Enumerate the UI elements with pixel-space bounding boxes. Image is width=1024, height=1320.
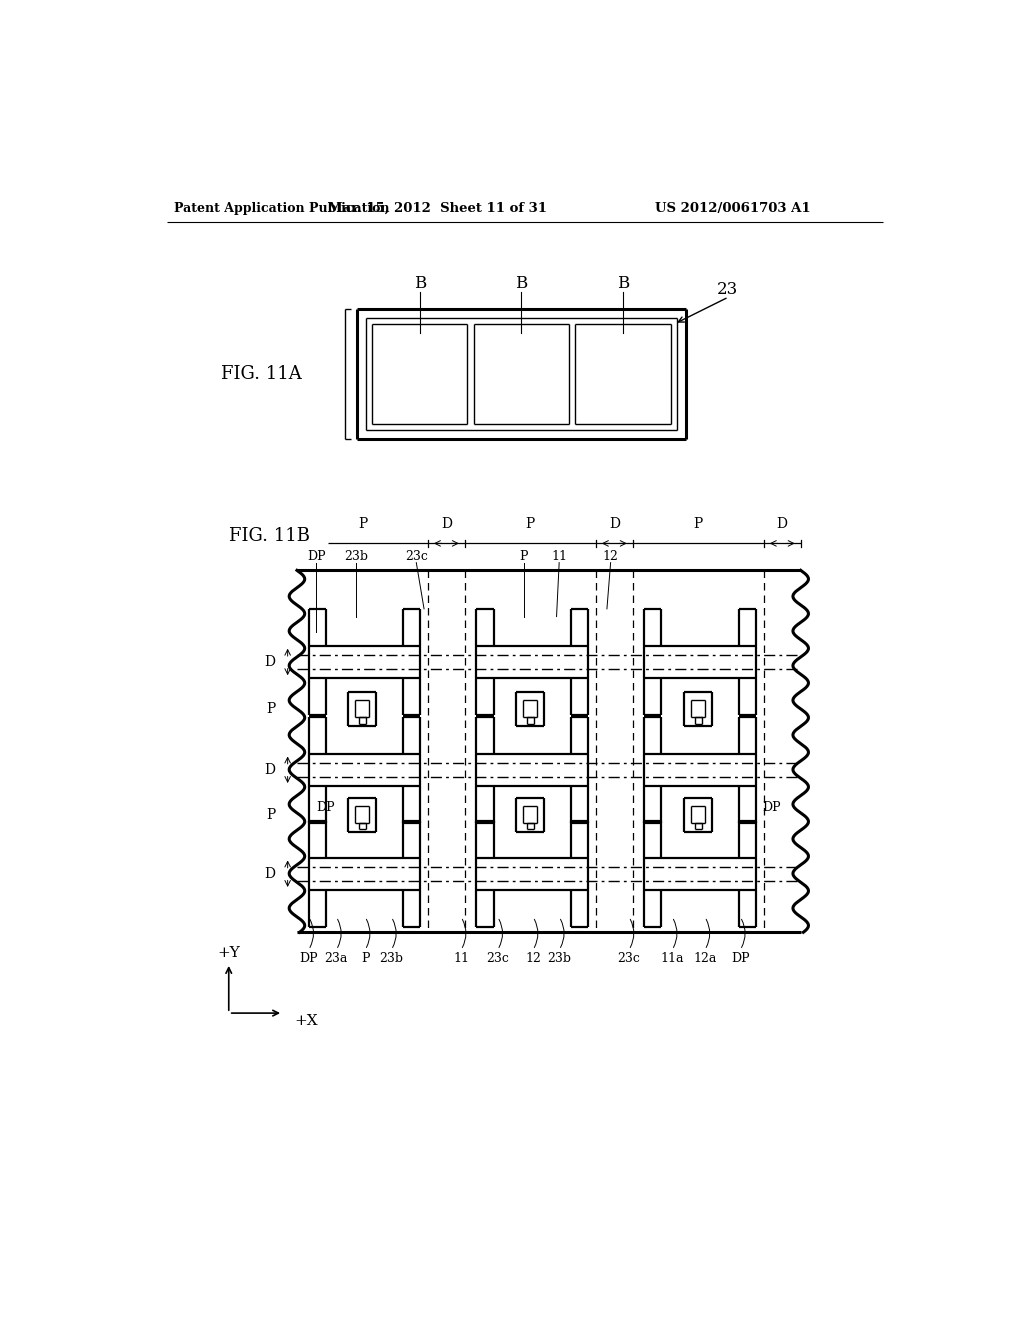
Text: DP: DP [299,952,317,965]
Text: P: P [357,517,367,531]
Text: 23c: 23c [404,549,428,562]
Text: FIG. 11B: FIG. 11B [228,527,309,545]
Text: DP: DP [763,801,781,813]
Text: 23b: 23b [379,952,403,965]
Text: D: D [264,763,275,776]
Text: B: B [616,276,629,293]
Text: P: P [519,549,528,562]
Text: 12: 12 [603,549,618,562]
Text: 23b: 23b [547,952,571,965]
Text: D: D [609,517,620,531]
Text: P: P [360,952,370,965]
Text: 23a: 23a [325,952,348,965]
Text: P: P [525,517,535,531]
Text: 23c: 23c [486,952,509,965]
Text: 23b: 23b [344,549,368,562]
Text: DP: DP [731,952,750,965]
Text: D: D [264,655,275,669]
Text: US 2012/0061703 A1: US 2012/0061703 A1 [655,202,811,215]
Text: 12a: 12a [693,952,717,965]
Text: 11a: 11a [660,952,684,965]
Text: D: D [777,517,787,531]
Text: 11: 11 [453,952,469,965]
Text: 11: 11 [551,549,567,562]
Text: +X: +X [295,1014,318,1028]
Text: D: D [441,517,452,531]
Text: B: B [515,276,527,293]
Text: +Y: +Y [217,946,240,960]
Text: 23c: 23c [617,952,640,965]
Text: FIG. 11A: FIG. 11A [221,366,302,383]
Text: DP: DP [307,549,326,562]
Text: D: D [264,867,275,880]
Text: Mar. 15, 2012  Sheet 11 of 31: Mar. 15, 2012 Sheet 11 of 31 [329,202,548,215]
Text: B: B [414,276,426,293]
Text: 23: 23 [717,281,738,298]
Text: 12: 12 [525,952,541,965]
Text: DP: DP [316,801,335,813]
Text: P: P [693,517,702,531]
Text: P: P [266,808,275,822]
Text: Patent Application Publication: Patent Application Publication [174,202,390,215]
Text: P: P [266,702,275,715]
